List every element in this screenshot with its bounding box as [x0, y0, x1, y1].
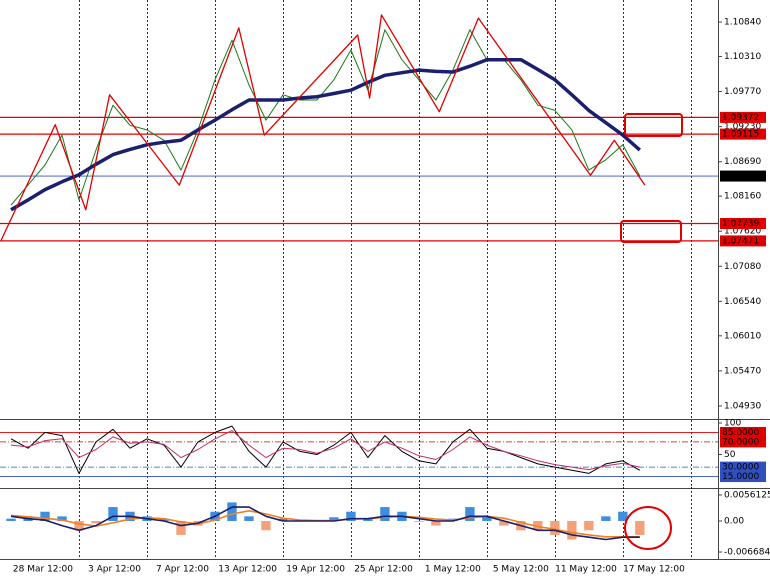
histogram-bar	[465, 507, 475, 521]
y-tick-label: 1.09230	[724, 122, 761, 132]
x-tick-label: 25 Apr 12:00	[354, 565, 413, 575]
y-tick-label: 1.08160	[724, 192, 761, 202]
histogram-bar	[74, 520, 84, 531]
level-label-bg	[720, 128, 766, 140]
level-label: 15.0000	[722, 472, 759, 482]
y-tick-label: 1.09770	[724, 87, 761, 97]
x-tick-label: 13 Apr 12:00	[218, 565, 277, 575]
y-tick-label: 1.04930	[724, 401, 761, 411]
level-label-bg	[720, 170, 766, 182]
histogram-bar	[278, 518, 288, 521]
histogram-bar	[329, 517, 339, 521]
y-tick-label: 1.07620	[724, 227, 761, 237]
level-label: 1.09115	[722, 130, 759, 140]
histogram-bar	[414, 520, 424, 522]
histogram-bar	[261, 520, 271, 531]
histogram-bar	[380, 507, 390, 521]
level-label-bg	[720, 111, 766, 123]
series-line	[10, 57, 641, 212]
histogram-bar	[40, 511, 50, 521]
histogram-bar	[6, 518, 16, 521]
histogram-bar	[499, 520, 509, 526]
highlight-box	[624, 113, 683, 137]
level-label-bg	[720, 461, 766, 473]
x-tick-label: 28 Mar 12:00	[13, 565, 73, 575]
highlight-circle	[624, 506, 672, 550]
histogram-bar	[601, 516, 611, 521]
x-tick-label: 19 Apr 12:00	[286, 565, 345, 575]
x-tick-label: 3 Apr 12:00	[88, 565, 141, 575]
highlight-box	[620, 220, 682, 243]
histogram-bar	[363, 518, 373, 521]
histogram-bar	[108, 507, 118, 521]
plot-area	[0, 0, 718, 559]
y-tick-label: 1.06540	[724, 297, 761, 307]
level-label-bg	[720, 235, 766, 247]
level-label: 1.08469	[722, 172, 759, 182]
histogram-bar	[176, 520, 186, 535]
x-tick-label: 11 May 12:00	[555, 565, 617, 575]
histogram-bar	[57, 516, 67, 521]
histogram-bar	[584, 520, 594, 531]
level-label-bg	[720, 217, 766, 229]
level-label: 1.07471	[722, 236, 759, 246]
y-tick-label: 0.0056125	[724, 490, 770, 500]
histogram-bar	[482, 516, 492, 521]
histogram-bar	[550, 520, 560, 535]
y-tick-label: 50	[724, 450, 736, 460]
series-line	[10, 506, 640, 541]
level-label-bg	[720, 471, 766, 483]
x-tick-label: 5 May 12:00	[493, 565, 549, 575]
y-tick-label: 1.07080	[724, 262, 761, 272]
y-tick-label: 1.10310	[724, 52, 761, 62]
histogram-bar	[227, 502, 237, 521]
histogram-bar	[635, 520, 645, 535]
histogram-bar	[431, 520, 441, 526]
x-tick-label: 1 May 12:00	[425, 565, 481, 575]
histogram-bar	[159, 518, 169, 521]
level-label-bg	[720, 426, 766, 438]
histogram-bar	[533, 520, 543, 531]
series-line	[10, 29, 641, 206]
y-tick-label: 1.05470	[724, 366, 761, 376]
y-tick-label: 1.10840	[724, 18, 761, 28]
histogram-bar	[346, 511, 356, 521]
y-tick-label: -0.0066846	[724, 547, 770, 557]
y-tick-label: 1.08690	[724, 157, 761, 167]
y-tick-label: 0.00	[724, 516, 744, 526]
histogram-bar	[618, 511, 628, 521]
level-label-bg	[720, 436, 766, 448]
x-tick-label: 7 Apr 12:00	[156, 565, 209, 575]
histogram-bar	[567, 520, 577, 540]
level-label: 85.0000	[722, 428, 759, 438]
series-line	[0, 14, 646, 242]
level-label: 1.09372	[722, 113, 759, 123]
level-label: 70.0000	[722, 437, 759, 447]
series-line	[10, 425, 641, 474]
level-label: 30.0000	[722, 463, 759, 473]
x-tick-label: 17 May 12:00	[623, 565, 685, 575]
y-tick-label: 100	[724, 419, 741, 429]
level-label: 1.07739	[722, 219, 759, 229]
histogram-bar	[91, 520, 101, 524]
y-tick-label: 1.06010	[724, 331, 761, 341]
histogram-bar	[244, 516, 254, 521]
series-line	[10, 430, 640, 471]
